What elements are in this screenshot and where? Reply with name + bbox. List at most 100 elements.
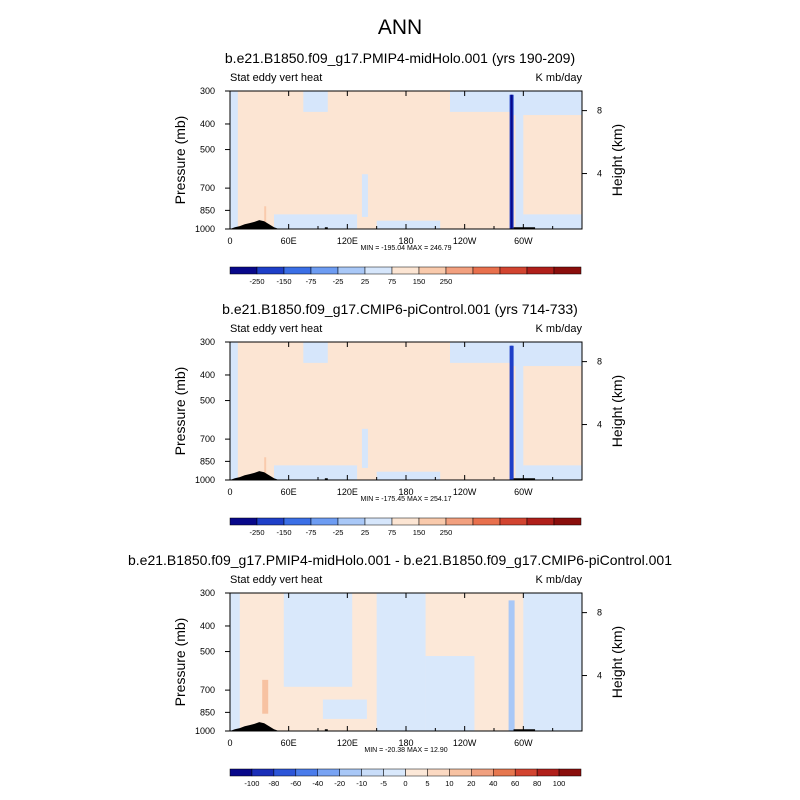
negative-region	[523, 214, 582, 229]
feature-mark	[361, 428, 368, 468]
negative-region	[230, 91, 238, 229]
colorbar-swatch	[514, 768, 538, 777]
colorbar-label: -10	[356, 779, 367, 788]
colorbar-swatch	[337, 266, 366, 275]
x-tick-label: 60W	[514, 487, 533, 497]
negative-region	[376, 471, 441, 480]
colorbar-swatch	[405, 768, 428, 777]
colorbar-swatch	[558, 768, 582, 777]
colorbar-swatch	[361, 768, 384, 777]
colorbar-label: 0	[403, 779, 407, 788]
colorbar-label: 75	[388, 528, 396, 537]
units-label: K mb/day	[536, 574, 583, 586]
colorbar-label: 250	[440, 277, 453, 286]
min-max-stats: MIN = -20.38 MAX = 12.90	[364, 747, 447, 754]
colorbar-swatch	[418, 517, 447, 526]
y-tick-label: 700	[200, 434, 215, 444]
feature-mark	[262, 679, 269, 714]
colorbar-swatch	[427, 768, 450, 777]
y-tick-label: 400	[200, 621, 215, 631]
x-tick-label: 180	[398, 236, 413, 246]
colorbar-label: -5	[380, 779, 387, 788]
topography	[513, 729, 536, 731]
negative-region	[513, 91, 582, 116]
colorbar-label: -250	[249, 528, 264, 537]
contour-field	[230, 342, 582, 480]
colorbar-label: -75	[306, 277, 317, 286]
negative-region	[376, 220, 441, 229]
colorbar-swatch	[445, 266, 474, 275]
x-tick-label: 120E	[337, 236, 358, 246]
topography	[230, 722, 279, 731]
page-title: ANN	[378, 16, 422, 39]
colorbar-label: -150	[276, 528, 291, 537]
negative-region	[303, 342, 328, 363]
y-tick-label: 400	[200, 119, 215, 129]
colorbar-swatch	[536, 768, 560, 777]
y-tick-label: 1000	[195, 726, 215, 736]
height-tick-label: 8	[597, 608, 602, 618]
colorbar-swatch	[229, 768, 253, 777]
x-tick-label: 120W	[453, 487, 477, 497]
x-tick-label: 120W	[453, 738, 477, 748]
colorbar-label: -25	[333, 277, 344, 286]
colorbar-swatch	[310, 517, 339, 526]
feature-core	[264, 457, 267, 480]
colorbar-swatch	[317, 768, 340, 777]
negative-region	[515, 356, 524, 480]
colorbar-swatch	[418, 266, 447, 275]
colorbar-label: 100	[553, 779, 566, 788]
colorbar-swatch	[472, 266, 501, 275]
y-tick-label: 500	[200, 647, 215, 657]
colorbar-label: 20	[467, 779, 475, 788]
y-tick-label: 700	[200, 183, 215, 193]
x-tick-label: 120W	[453, 236, 477, 246]
x-tick-label: 60E	[281, 487, 297, 497]
x-tick-label: 60W	[514, 236, 533, 246]
negative-region	[303, 91, 328, 112]
colorbar-swatch	[526, 517, 555, 526]
x-tick-label: 120E	[337, 738, 358, 748]
x-tick-label: 0	[227, 738, 232, 748]
negative-region	[523, 465, 582, 480]
y-tick-label: 400	[200, 370, 215, 380]
y-axis-label-right: Height (km)	[609, 626, 625, 698]
y-tick-label: 1000	[195, 224, 215, 234]
colorbar-swatch	[364, 266, 393, 275]
x-tick-label: 60E	[281, 236, 297, 246]
colorbar-label: 250	[440, 528, 453, 537]
colorbar-label: -75	[306, 528, 317, 537]
colorbar-label: -150	[276, 277, 291, 286]
feature-core	[264, 206, 267, 229]
chart-title: b.e21.B1850.f09_g17.PMIP4-midHolo.001 - …	[128, 552, 672, 568]
height-tick-label: 4	[597, 420, 602, 430]
chart-title: b.e21.B1850.f09_g17.CMIP6-piControl.001 …	[222, 301, 578, 317]
y-tick-label: 850	[200, 205, 215, 215]
topography	[513, 227, 536, 229]
y-axis-label-right: Height (km)	[609, 375, 625, 447]
colorbar-label: 75	[388, 277, 396, 286]
height-tick-label: 8	[597, 357, 602, 367]
colorbar-swatch	[493, 768, 516, 777]
colorbar-label: -80	[268, 779, 279, 788]
colorbar-label: 60	[511, 779, 519, 788]
left-label: Stat eddy vert heat	[230, 72, 322, 84]
feature-mark	[508, 600, 515, 731]
colorbar-swatch	[499, 517, 528, 526]
feature-mark	[361, 174, 368, 217]
negative-region	[376, 593, 426, 731]
colorbar-swatch	[391, 517, 420, 526]
y-axis-label: Pressure (mb)	[172, 367, 188, 456]
left-label: Stat eddy vert heat	[230, 574, 322, 586]
contour-field	[230, 593, 582, 731]
colorbar-swatch	[526, 266, 555, 275]
x-tick-label: 60E	[281, 738, 297, 748]
colorbar-swatch	[295, 768, 318, 777]
y-axis-label: Pressure (mb)	[172, 618, 188, 707]
colorbar-swatch	[256, 517, 285, 526]
negative-region	[515, 105, 524, 229]
chart-panel-3: b.e21.B1850.f09_g17.PMIP4-midHolo.001 - …	[128, 552, 672, 788]
colorbar-label: 25	[361, 528, 369, 537]
colorbar-label: -100	[244, 779, 259, 788]
